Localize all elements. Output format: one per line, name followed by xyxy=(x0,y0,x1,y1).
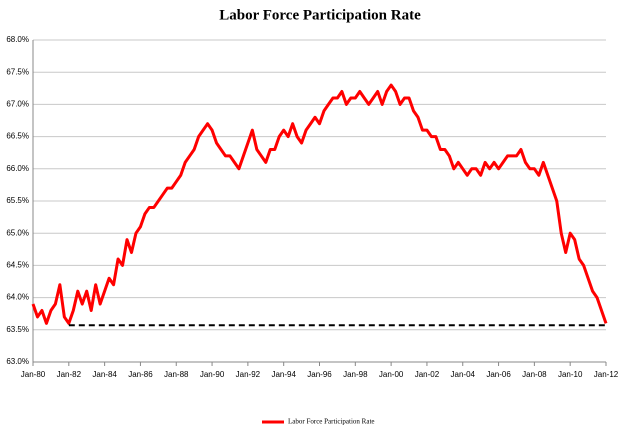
x-tick-label: Jan-00 xyxy=(379,370,404,379)
y-tick-label: 63.5% xyxy=(6,325,29,334)
x-tick-label: Jan-10 xyxy=(558,370,583,379)
y-tick-label: 66.5% xyxy=(6,132,29,141)
x-tick-label: Jan-96 xyxy=(307,370,332,379)
x-tick-label: Jan-94 xyxy=(271,370,296,379)
x-tick-label: Jan-98 xyxy=(343,370,368,379)
x-tick-label: Jan-04 xyxy=(451,370,476,379)
y-tick-label: 66.0% xyxy=(6,164,29,173)
x-tick-label: Jan-08 xyxy=(522,370,547,379)
y-tick-label: 67.5% xyxy=(6,67,29,76)
x-tick-label: Jan-92 xyxy=(236,370,261,379)
x-tick-label: Jan-86 xyxy=(128,370,153,379)
y-tick-label: 65.5% xyxy=(6,196,29,205)
x-tick-label: Jan-80 xyxy=(21,370,46,379)
x-tick-label: Jan-06 xyxy=(486,370,511,379)
x-tick-label: Jan-12 xyxy=(594,370,619,379)
legend-label: Labor Force Participation Rate xyxy=(288,418,375,426)
x-tick-label: Jan-88 xyxy=(164,370,189,379)
y-tick-label: 64.5% xyxy=(6,261,29,270)
x-tick-label: Jan-84 xyxy=(92,370,117,379)
x-tick-label: Jan-02 xyxy=(415,370,440,379)
data-line xyxy=(31,83,608,325)
y-tick-label: 68.0% xyxy=(6,35,29,44)
x-tick-label: Jan-90 xyxy=(200,370,225,379)
y-tick-label: 63.0% xyxy=(6,357,29,366)
chart-title: Labor Force Participation Rate xyxy=(219,7,421,23)
y-tick-label: 65.0% xyxy=(6,228,29,237)
y-tick-label: 64.0% xyxy=(6,293,29,302)
y-tick-label: 67.0% xyxy=(6,100,29,109)
x-tick-label: Jan-82 xyxy=(57,370,82,379)
